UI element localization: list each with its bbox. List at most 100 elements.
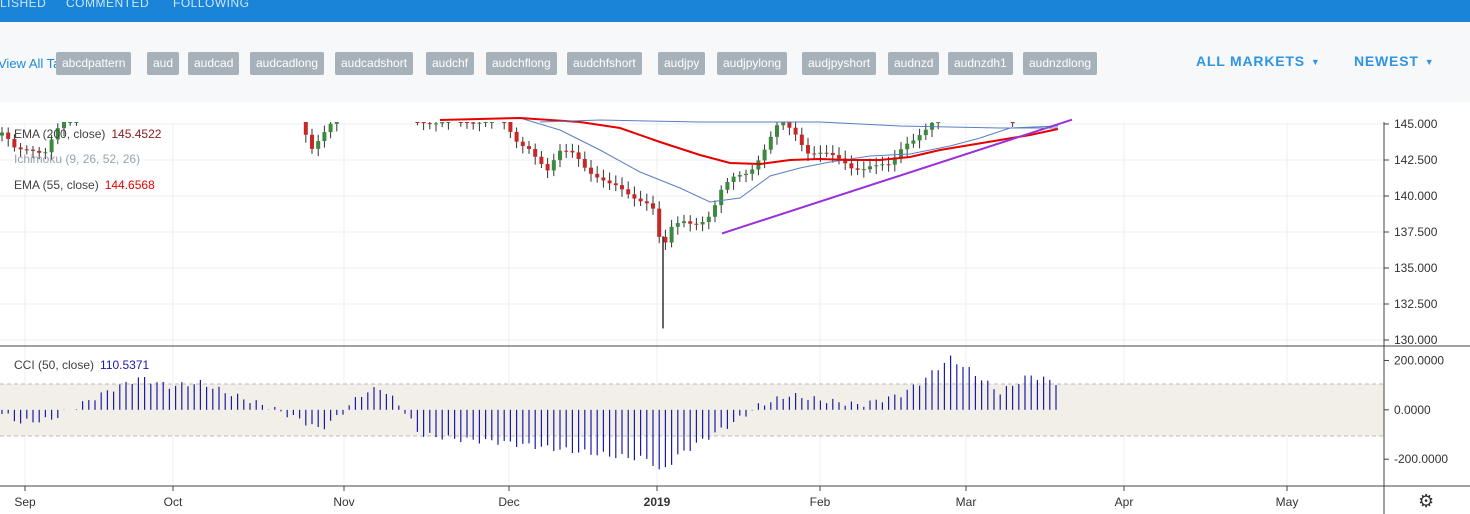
candle-body — [713, 205, 717, 217]
price-chart[interactable]: 145.000 142.500 140.000 137.500 135.000 132.5… — [0, 102, 1470, 514]
candle-body — [558, 150, 562, 161]
price-axis: 145.000 142.500 140.000 137.500 135.000 132.5… — [1384, 117, 1448, 466]
candle-body — [917, 135, 922, 141]
time-tick-label: Feb — [810, 495, 831, 509]
view-all-tags-link[interactable]: View All Tags — [0, 56, 75, 71]
candle-body — [923, 129, 928, 136]
time-tick-label: Oct — [164, 495, 183, 509]
tag-chip[interactable]: audnzdh1 — [948, 52, 1013, 75]
candle-body — [49, 139, 54, 153]
candle-body — [886, 164, 891, 166]
candle-body — [892, 157, 897, 165]
tag-chip[interactable]: audnzdlong — [1023, 52, 1098, 75]
time-tick-label: May — [1276, 495, 1299, 509]
candle-body — [440, 122, 445, 124]
tab-following[interactable]: FOLLOWING — [173, 0, 250, 10]
candle-body — [613, 183, 618, 186]
tag-chip[interactable]: audchfshort — [567, 52, 642, 75]
newest-dropdown[interactable]: NEWEST ▼ — [1354, 53, 1434, 69]
candle-body — [936, 122, 941, 123]
cci-tick-label: -200.0000 — [1394, 452, 1448, 466]
price-tick-label: 135.000 — [1394, 261, 1438, 275]
tab-published[interactable]: LISHED — [0, 0, 47, 10]
time-tick-label: Dec — [498, 495, 519, 509]
candle-body — [607, 180, 612, 184]
candle-body — [502, 122, 507, 123]
candle-body — [446, 122, 451, 123]
tag-chip[interactable]: audnzd — [888, 52, 940, 75]
price-tick-label: 142.500 — [1394, 153, 1438, 167]
legend-ichimoku: Ichimoku (9, 26, 52, 26) — [14, 152, 140, 166]
all-markets-dropdown[interactable]: ALL MARKETS ▼ — [1196, 53, 1321, 69]
legend-ema55: EMA (55, close) 144.6568 — [14, 178, 155, 192]
candle-body — [762, 149, 767, 161]
candle-body — [725, 182, 730, 190]
candle-body — [663, 236, 668, 243]
candle-body — [564, 150, 569, 152]
candle-body — [868, 166, 872, 170]
price-tick-label: 130.000 — [1394, 333, 1438, 347]
tag-chip[interactable]: audcadshort — [335, 52, 414, 75]
candle-body — [768, 136, 773, 150]
tab-commented[interactable]: COMMENTED — [66, 0, 150, 10]
newest-label: NEWEST — [1354, 53, 1419, 69]
tag-chip[interactable]: audchf — [426, 52, 475, 75]
candle-body — [576, 152, 581, 159]
legend-cci-value: 110.5371 — [100, 358, 150, 372]
candle-body — [483, 122, 488, 123]
candle-body — [601, 177, 606, 181]
ema-fast-line — [519, 117, 1059, 203]
tag-chip[interactable]: audchflong — [486, 52, 557, 75]
candle-body — [570, 150, 575, 153]
candle-body — [626, 189, 631, 195]
candle-body — [55, 128, 60, 140]
price-tick-label: 140.000 — [1394, 189, 1438, 203]
candle-body — [471, 122, 476, 124]
chart-area[interactable]: 145.000 142.500 140.000 137.500 135.000 132.5… — [0, 102, 1470, 514]
candle-body — [688, 221, 693, 224]
tag-chip[interactable]: aud — [147, 52, 180, 75]
candle-body — [911, 140, 916, 144]
time-tick-label: Mar — [956, 495, 977, 509]
candle-body — [793, 127, 798, 135]
candle-body — [737, 175, 742, 177]
candle-body — [322, 132, 327, 142]
candle-body — [632, 194, 637, 199]
candle-body — [855, 168, 860, 170]
tag-chip[interactable]: audjpy — [658, 52, 706, 75]
candle-body — [465, 122, 469, 123]
candle-body — [682, 221, 686, 224]
legend-cci: CCI (50, close) 110.5371 — [14, 358, 149, 372]
candle-body — [675, 223, 680, 227]
candle-body — [861, 169, 866, 171]
candle-body — [434, 123, 438, 125]
tag-chip[interactable]: audcad — [188, 52, 240, 75]
candle-body — [899, 149, 903, 158]
candle-body — [328, 123, 333, 133]
candle-body — [824, 152, 829, 154]
candle-body — [458, 122, 463, 123]
candle-body — [589, 167, 593, 174]
ema200-line — [539, 119, 1058, 129]
candle-body — [62, 122, 66, 129]
candle-body — [24, 149, 29, 151]
candle-body — [775, 125, 779, 137]
candle-body — [744, 173, 748, 176]
time-axis: Sep Oct Nov Dec 2019 Feb Mar Apr May — [14, 486, 1298, 509]
candle-body — [657, 208, 662, 237]
candle-body — [427, 123, 432, 125]
tag-chip[interactable]: abcdpattern — [56, 52, 132, 75]
gear-icon[interactable]: ⚙ — [1418, 491, 1435, 511]
candle-body — [700, 221, 705, 225]
tag-chip[interactable]: audcadlong — [250, 52, 325, 75]
legend-ema200: EMA (200, close) 145.4522 — [14, 127, 161, 141]
tag-chip[interactable]: audjpyshort — [802, 52, 877, 75]
candle-body — [812, 153, 817, 155]
candle-body — [874, 165, 879, 167]
candle-body — [669, 226, 674, 243]
tag-chip[interactable]: audjpylong — [717, 52, 788, 75]
candle-body — [310, 134, 314, 149]
candle-body — [620, 185, 624, 190]
candle-body — [551, 160, 556, 171]
candle-body — [719, 189, 724, 206]
